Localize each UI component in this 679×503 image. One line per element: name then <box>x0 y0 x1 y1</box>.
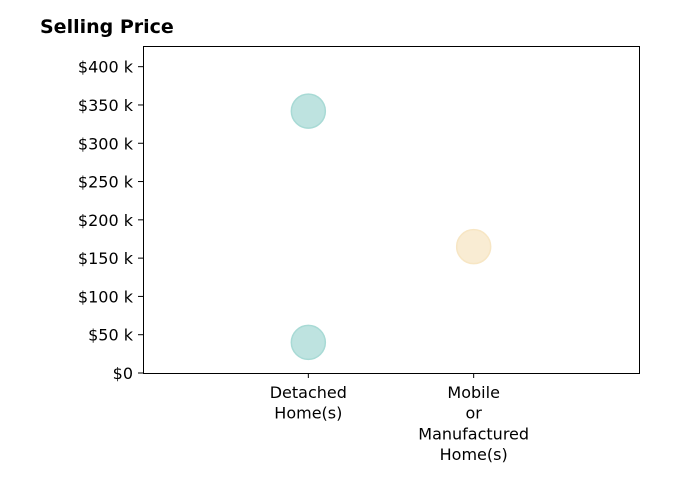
y-tick-label: $200 k <box>78 211 134 230</box>
data-point <box>290 324 327 361</box>
x-category-label: Home(s) <box>440 445 508 464</box>
chart-title: Selling Price <box>40 16 174 38</box>
y-tick-label: $400 k <box>78 58 134 77</box>
x-category-label: Mobile <box>447 383 499 402</box>
y-axis: $0 $50 k $100 k $150 k $200 k $250 k $300 k $35… <box>78 58 143 383</box>
data-point <box>455 228 492 265</box>
y-tick-label: $0 <box>113 364 133 383</box>
data-point <box>290 93 327 129</box>
y-tick-label: $300 k <box>78 134 134 153</box>
plot-frame <box>143 46 640 374</box>
y-tick-label: $100 k <box>78 287 134 306</box>
data-points <box>290 93 492 361</box>
x-category-label: Home(s) <box>274 404 342 423</box>
x-category-label: Manufactured <box>418 424 529 443</box>
y-tick-label: $150 k <box>78 249 134 268</box>
y-tick-label: $50 k <box>88 326 134 345</box>
x-category-label: Detached <box>270 383 347 402</box>
y-tick-label: $250 k <box>78 173 134 192</box>
x-category-label: or <box>465 404 482 423</box>
y-tick-label: $350 k <box>78 96 134 115</box>
